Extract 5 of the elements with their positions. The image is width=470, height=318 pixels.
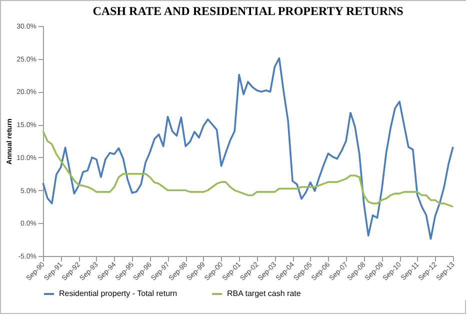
- line-series: [42, 130, 454, 208]
- line-series: [42, 57, 454, 240]
- legend-label: RBA target cash rate: [227, 289, 302, 298]
- chart-title: CASH RATE AND RESIDENTIAL PROPERTY RETURNS: [92, 4, 404, 18]
- legend-label: Residential property - Total return: [59, 289, 178, 298]
